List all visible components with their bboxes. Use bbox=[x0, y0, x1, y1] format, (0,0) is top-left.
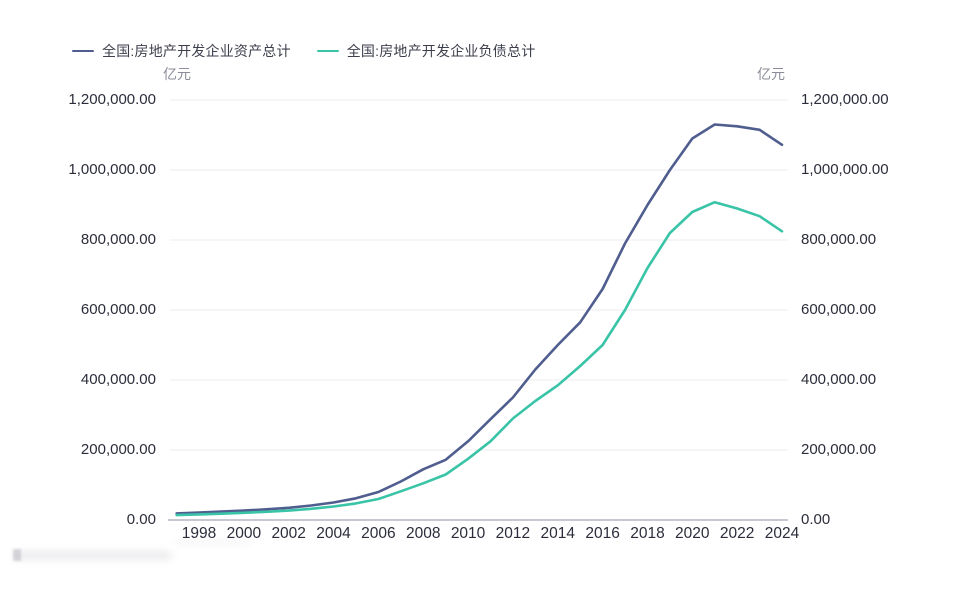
x-axis-tick-label: 2010 bbox=[450, 525, 486, 542]
x-axis-tick-label: 2008 bbox=[405, 525, 441, 542]
legend-item-assets[interactable]: 全国:房地产开发企业资产总计 bbox=[72, 41, 291, 61]
y-axis-tick-label-right: 1,000,000.00 bbox=[801, 161, 889, 178]
assets-line-marker-icon bbox=[72, 50, 94, 52]
x-axis-tick-label: 2024 bbox=[764, 525, 800, 542]
y-axis-tick-label-right: 0.00 bbox=[801, 511, 831, 528]
legend-label-liabilities: 全国:房地产开发企业负债总计 bbox=[346, 43, 536, 59]
y-axis-tick-label-right: 800,000.00 bbox=[801, 231, 877, 248]
left-axis-unit-label: 亿元 bbox=[163, 66, 191, 82]
y-axis-tick-label-right: 1,200,000.00 bbox=[801, 91, 889, 108]
x-axis-tick-label: 2004 bbox=[316, 525, 351, 542]
x-axis-tick-label: 1998 bbox=[181, 525, 217, 542]
liabilities-line-marker-icon bbox=[316, 50, 339, 52]
y-axis-tick-label-left: 0.00 bbox=[126, 511, 156, 528]
y-axis-tick-label-left: 600,000.00 bbox=[80, 301, 156, 318]
legend-item-liabilities[interactable]: 全国:房地产开发企业负债总计 bbox=[316, 41, 536, 61]
right-axis-unit-label: 亿元 bbox=[757, 66, 785, 82]
y-axis-tick-label-left: 200,000.00 bbox=[80, 441, 156, 458]
x-axis-tick-label: 2022 bbox=[719, 525, 755, 542]
x-axis-tick-label: 2006 bbox=[361, 525, 396, 542]
y-axis-tick-label-right: 200,000.00 bbox=[801, 441, 877, 458]
x-axis-tick-label: 2012 bbox=[495, 525, 531, 542]
x-axis-tick-label: 2020 bbox=[675, 525, 710, 542]
assets-series-line bbox=[175, 123, 784, 515]
x-axis-tick-label: 2014 bbox=[540, 525, 575, 542]
legend-label-assets: 全国:房地产开发企业资产总计 bbox=[102, 43, 291, 59]
y-axis-tick-label-right: 600,000.00 bbox=[801, 301, 877, 318]
y-axis-tick-label-left: 1,200,000.00 bbox=[68, 91, 156, 108]
y-axis-tick-label-left: 800,000.00 bbox=[80, 231, 156, 248]
x-axis-tick-label: 2002 bbox=[271, 525, 306, 542]
y-axis-tick-label-right: 400,000.00 bbox=[801, 371, 877, 388]
x-axis-tick-label: 2018 bbox=[630, 525, 665, 542]
y-axis-tick-label-left: 400,000.00 bbox=[80, 371, 156, 388]
chart-legend: 全国:房地产开发企业资产总计 全国:房地产开发企业负债总计 bbox=[72, 41, 535, 61]
x-axis-tick-label: 2016 bbox=[585, 525, 620, 542]
y-axis-tick-label-left: 1,000,000.00 bbox=[68, 161, 156, 178]
liabilities-series-line bbox=[175, 200, 784, 517]
x-axis-tick-label: 2000 bbox=[226, 525, 262, 542]
